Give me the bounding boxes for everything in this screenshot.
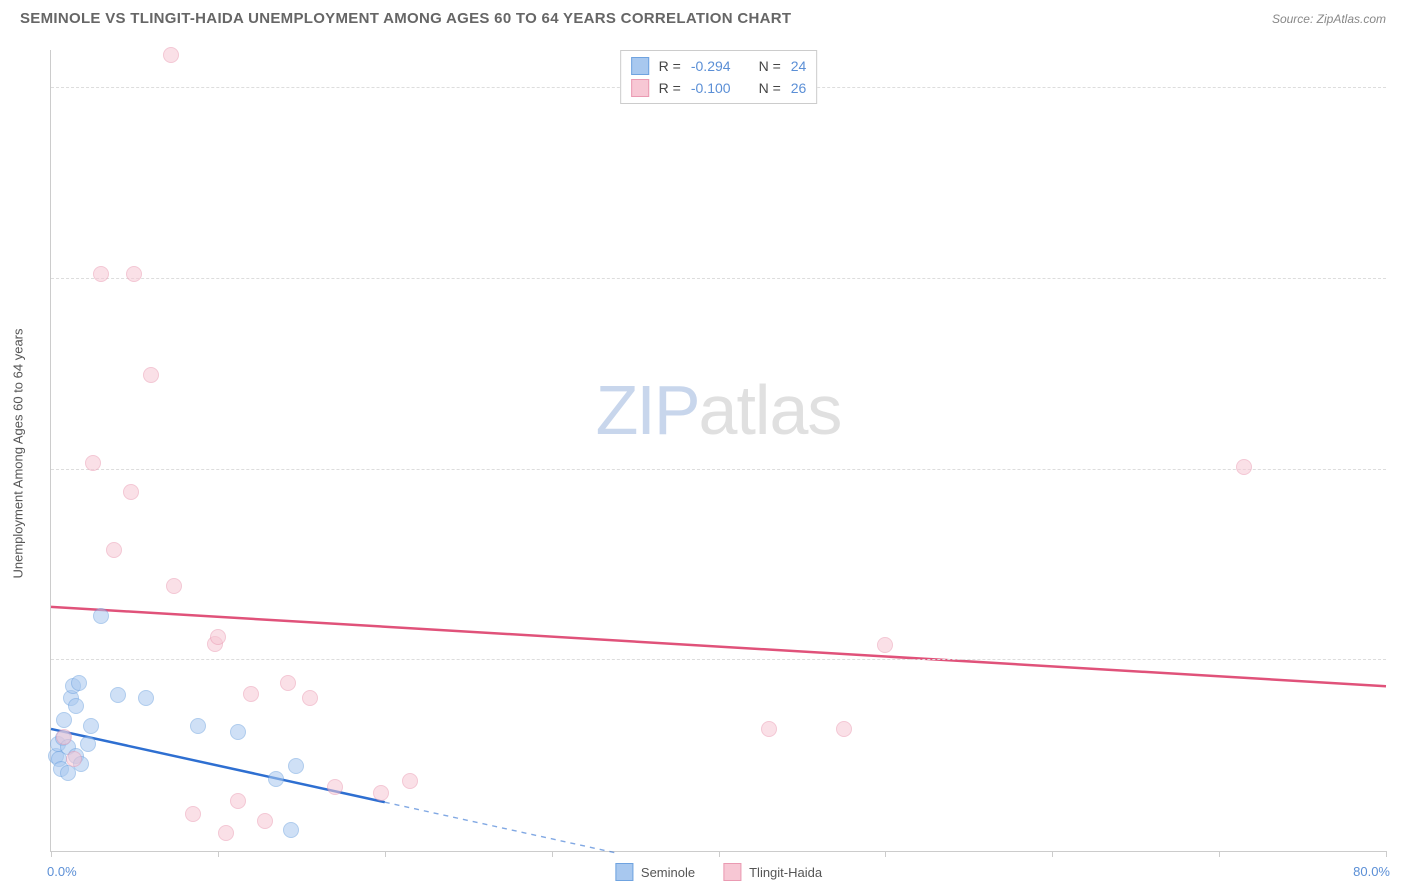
x-tick — [218, 851, 219, 857]
data-point — [761, 721, 777, 737]
gridline — [51, 659, 1386, 660]
correlation-legend: R = -0.294 N = 24 R = -0.100 N = 26 — [620, 50, 818, 104]
data-point — [163, 47, 179, 63]
trendline — [51, 607, 1386, 686]
data-point — [93, 266, 109, 282]
data-point — [80, 736, 96, 752]
legend-swatch — [631, 79, 649, 97]
data-point — [302, 690, 318, 706]
data-point — [68, 698, 84, 714]
chart-title: SEMINOLE VS TLINGIT-HAIDA UNEMPLOYMENT A… — [20, 10, 791, 27]
x-tick — [1219, 851, 1220, 857]
data-point — [83, 718, 99, 734]
legend-swatch — [631, 57, 649, 75]
gridline — [51, 278, 1386, 279]
data-point — [56, 729, 72, 745]
scatter-chart: ZIPatlas R =-0.294N =24R =-0.100N =26 Se… — [50, 50, 1386, 852]
data-point — [56, 712, 72, 728]
x-tick — [1052, 851, 1053, 857]
data-point — [877, 637, 893, 653]
data-point — [836, 721, 852, 737]
legend-n-label: N = — [759, 80, 781, 96]
legend-label: Tlingit-Haida — [749, 865, 822, 880]
legend-row: R = -0.294 N = 24 — [631, 55, 807, 77]
data-point — [126, 266, 142, 282]
data-point — [190, 718, 206, 734]
x-tick — [385, 851, 386, 857]
legend-swatch — [723, 863, 741, 881]
legend-item: Seminole — [615, 863, 695, 881]
data-point — [71, 675, 87, 691]
data-point — [85, 455, 101, 471]
data-point — [280, 675, 296, 691]
x-tick-label: 80.0% — [1353, 864, 1390, 879]
x-tick-label: 0.0% — [47, 864, 77, 879]
legend-r-value: -0.294 — [691, 58, 731, 74]
legend-r-label: R = — [659, 58, 681, 74]
data-point — [185, 806, 201, 822]
data-point — [288, 758, 304, 774]
legend-n-label: N = — [759, 58, 781, 74]
data-point — [106, 542, 122, 558]
legend-n-value: 26 — [791, 80, 807, 96]
data-point — [143, 367, 159, 383]
data-point — [123, 484, 139, 500]
legend-item: Tlingit-Haida — [723, 863, 822, 881]
legend-r-value: -0.100 — [691, 80, 731, 96]
x-tick — [51, 851, 52, 857]
legend-n-value: 24 — [791, 58, 807, 74]
data-point — [1236, 459, 1252, 475]
x-tick — [1386, 851, 1387, 857]
chart-source: Source: ZipAtlas.com — [1272, 12, 1386, 26]
data-point — [166, 578, 182, 594]
data-point — [373, 785, 389, 801]
data-point — [138, 690, 154, 706]
x-tick — [885, 851, 886, 857]
chart-header: SEMINOLE VS TLINGIT-HAIDA UNEMPLOYMENT A… — [0, 0, 1406, 33]
x-tick — [719, 851, 720, 857]
data-point — [66, 751, 82, 767]
data-point — [327, 779, 343, 795]
legend-row: R = -0.100 N = 26 — [631, 77, 807, 99]
legend-label: Seminole — [641, 865, 695, 880]
data-point — [210, 629, 226, 645]
data-point — [218, 825, 234, 841]
series-legend: Seminole Tlingit-Haida — [615, 863, 822, 881]
data-point — [243, 686, 259, 702]
data-point — [283, 822, 299, 838]
data-point — [257, 813, 273, 829]
y-axis-label: Unemployment Among Ages 60 to 64 years — [11, 328, 26, 578]
trendlines-layer — [51, 50, 1386, 851]
data-point — [93, 608, 109, 624]
data-point — [230, 793, 246, 809]
x-tick — [552, 851, 553, 857]
legend-r-label: R = — [659, 80, 681, 96]
data-point — [402, 773, 418, 789]
gridline — [51, 469, 1386, 470]
data-point — [110, 687, 126, 703]
trendline-extrapolated — [385, 802, 619, 853]
legend-swatch — [615, 863, 633, 881]
data-point — [230, 724, 246, 740]
data-point — [268, 771, 284, 787]
